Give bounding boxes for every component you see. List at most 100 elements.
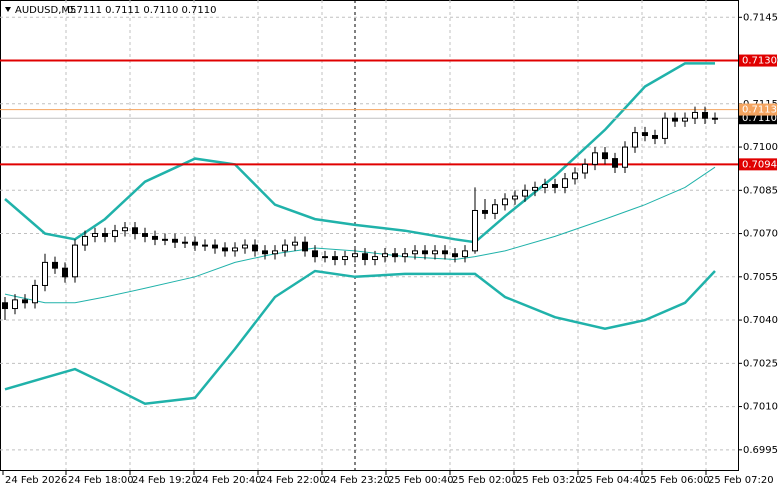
x-tick-label: 25 Feb 04:40 [580,475,646,486]
price-label: 0.7113 [742,105,777,116]
candle-body [532,186,538,191]
candle-body [492,204,498,214]
candle-body [342,256,348,261]
candle-body [592,152,598,165]
candle-body [52,261,58,269]
y-tick-label: 0.7040 [743,315,778,326]
candle-body [692,111,698,119]
candle-body [42,261,48,286]
x-tick-label: 24 Feb 19:20 [132,475,198,486]
chart-subtitle: 0.7111 0.7111 0.7110 0.7110 [67,5,217,16]
candle-body [602,152,608,160]
candle-body [582,163,588,174]
price-label: 0.7130 [742,56,777,67]
y-tick-label: 0.7010 [743,402,778,413]
title-arrow [5,7,11,12]
candle-body [562,178,568,188]
candle-body [202,244,208,247]
candle-body [422,250,428,255]
candle-body [572,172,578,180]
x-tick-label: 24 Feb 18:00 [68,475,134,486]
band-line [4,62,715,244]
candle-body [212,244,218,249]
candle-body [302,241,308,252]
candle-body [412,250,418,255]
x-tick-label: 25 Feb 02:00 [452,475,518,486]
band-line [4,269,716,405]
candle-body [252,244,258,252]
price-label: 0.7110 [742,113,777,124]
grid [0,0,738,470]
x-tick-label: 24 Feb 20:40 [196,475,262,486]
candle-body [522,189,528,197]
candle-body [62,267,68,278]
x-tick-label: 24 Feb 22:00 [260,475,326,486]
x-tick-label: 25 Feb 00:40 [388,475,454,486]
candle-body [682,117,688,122]
y-tick-label: 0.7145 [743,12,778,23]
chart-title: AUDUSD,M5 [15,5,76,16]
candle-body [552,184,558,188]
candle-body [322,256,328,259]
candle-body [632,132,638,148]
candle-body [222,247,228,252]
x-tick-label: 24 Feb 23:20 [324,475,390,486]
candle-body [402,253,408,258]
candle-body [272,250,278,255]
candle-body [452,253,458,258]
candle-body [642,132,648,137]
candle-body [72,244,78,278]
candle-body [142,233,148,237]
price-label-box [739,158,777,171]
candle-body [112,230,118,237]
candle-body [382,253,388,258]
price-label: 0.7094 [742,159,777,170]
candle-body [12,299,18,310]
candle-body [2,302,8,310]
candle-body [462,250,468,258]
candle-body [262,250,268,255]
y-tick-label: 0.7025 [743,358,778,369]
y-tick-label: 0.7055 [743,272,778,283]
candle-body [242,244,248,249]
candle-body [702,111,708,119]
candle-body [92,233,98,237]
candle-body [622,146,628,168]
candle-body [542,184,548,188]
candle-body [312,250,318,258]
candle-body [172,238,178,243]
x-tick-label: 25 Feb 06:00 [644,475,710,486]
candle-body [132,227,138,235]
x-tick-label: 25 Feb 07:20 [708,475,774,486]
x-tick-label: 24 Feb 2026 [5,475,67,486]
candle-body [162,238,168,241]
price-label-box [739,103,777,116]
candle-body [432,250,438,255]
x-tick-label: 25 Feb 03:20 [516,475,582,486]
candle-body [182,241,188,244]
y-tick-label: 0.7070 [743,229,778,240]
candle-body [232,247,238,252]
candle-body [102,233,108,237]
plot-frame [0,0,739,471]
marks [0,59,738,405]
candle-body [442,250,448,255]
candle-body [502,198,508,206]
candle-body [652,135,658,139]
y-tick-label: 0.7085 [743,185,778,196]
candle-body [22,299,28,304]
candle-body [292,241,298,246]
candle-body [122,227,128,232]
axes: 0.71450.71300.71150.71000.70850.70700.70… [2,12,778,486]
candle-body [192,241,198,246]
candle-body [392,253,398,258]
candle-body [32,284,38,304]
candle-body [672,117,678,122]
candle-body [712,117,718,120]
candle-body [332,256,338,261]
y-tick-label: 0.7100 [743,142,778,153]
candle-body [152,235,158,240]
candle-body [352,253,358,258]
price-label-box [739,54,777,67]
